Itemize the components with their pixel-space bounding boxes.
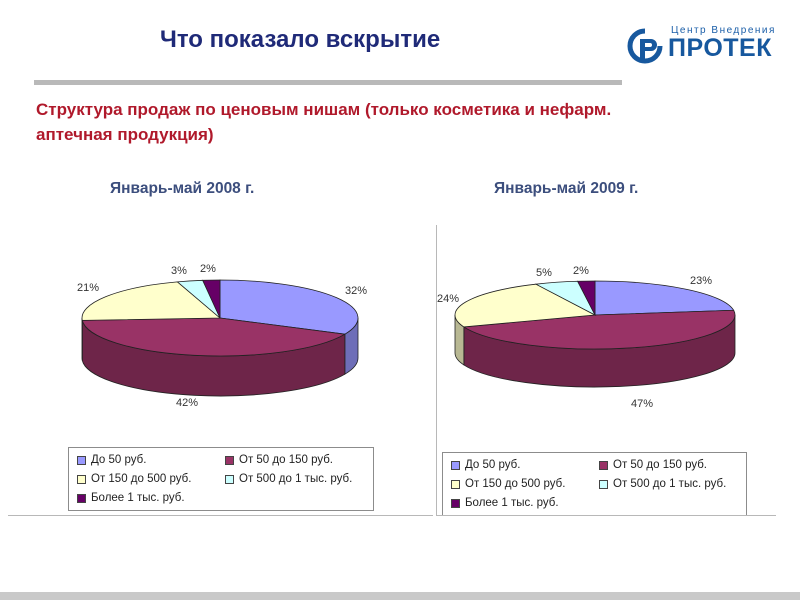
- pie-slice: [462, 309, 736, 350]
- legend-2008: До 50 руб. От 50 до 150 руб. От 150 до 500…: [68, 447, 374, 511]
- logo-brand: ПРОТЕК: [668, 34, 772, 62]
- pie-data-label: 47%: [631, 398, 653, 410]
- chart-title-2009: Январь-май 2009 г.: [494, 180, 639, 197]
- logo-tagline: Центр Внедрения: [671, 25, 776, 36]
- chart-title-2008: Январь-май 2008 г.: [110, 180, 255, 197]
- pie-slice: [594, 280, 735, 316]
- legend-item: От 50 до 150 руб.: [225, 454, 333, 466]
- legend-swatch: [77, 474, 86, 484]
- pie-slice: [81, 317, 347, 357]
- legend-swatch: [451, 479, 460, 489]
- legend-label: От 50 до 150 руб.: [239, 454, 334, 466]
- legend-label: От 500 до 1 тыс. руб.: [613, 478, 727, 490]
- pie-data-label: 42%: [176, 397, 198, 409]
- legend-swatch: [225, 455, 234, 465]
- legend-swatch: [599, 479, 608, 489]
- chart-frame-line: [436, 225, 437, 515]
- legend-swatch: [77, 455, 86, 465]
- pie-data-label: 32%: [345, 285, 367, 297]
- footer-bar: [0, 592, 800, 600]
- pie-chart-2008: 32% 42% 21% 3% 2%: [77, 263, 367, 409]
- legend-label: От 150 до 500 руб.: [91, 473, 192, 485]
- chart-frame-line: [436, 515, 776, 516]
- pie-data-label: 23%: [690, 275, 712, 287]
- pie-slice: [219, 279, 359, 335]
- pie-data-label: 21%: [77, 282, 99, 294]
- pie-slice: [454, 283, 597, 328]
- legend-2009: До 50 руб. От 50 до 150 руб. От 150 до 500…: [442, 452, 747, 516]
- legend-label: От 50 до 150 руб.: [613, 459, 708, 471]
- legend-label: От 150 до 500 руб.: [465, 478, 566, 490]
- legend-swatch: [599, 460, 608, 470]
- pie-data-label: 24%: [437, 293, 459, 305]
- header-divider: [34, 80, 622, 85]
- pie-slice: [81, 281, 222, 321]
- legend-swatch: [77, 493, 86, 503]
- legend-item: Более 1 тыс. руб.: [77, 492, 185, 504]
- legend-item: От 500 до 1 тыс. руб.: [225, 473, 352, 485]
- legend-item: От 150 до 500 руб.: [77, 473, 191, 485]
- legend-label: Более 1 тыс. руб.: [465, 497, 559, 509]
- legend-item: От 500 до 1 тыс. руб.: [599, 478, 726, 490]
- legend-label: До 50 руб.: [465, 459, 521, 471]
- protek-logo: Центр Внедрения ПРОТЕК: [626, 22, 776, 66]
- legend-swatch: [451, 498, 460, 508]
- pie-chart-2009: 23% 47% 24% 5% 2%: [437, 265, 736, 410]
- legend-item: До 50 руб.: [77, 454, 146, 466]
- page-title: Что показало вскрытие: [160, 26, 441, 53]
- pie-data-label: 2%: [200, 263, 216, 275]
- pie-slice: [576, 280, 596, 316]
- legend-swatch: [225, 474, 234, 484]
- legend-label: От 500 до 1 тыс. руб.: [239, 473, 353, 485]
- chart-frame-line: [8, 515, 433, 516]
- page-subtitle: Структура продаж по ценовым нишам (тольк…: [36, 100, 612, 144]
- legend-item: Более 1 тыс. руб.: [451, 497, 559, 509]
- pie-data-label: 2%: [573, 265, 589, 277]
- legend-swatch: [451, 460, 460, 470]
- legend-label: До 50 руб.: [91, 454, 147, 466]
- pie-data-label: 3%: [171, 265, 187, 277]
- legend-label: Более 1 тыс. руб.: [91, 492, 185, 504]
- legend-item: От 150 до 500 руб.: [451, 478, 565, 490]
- logo-mark-icon: [627, 28, 663, 64]
- pie-slice: [202, 279, 221, 319]
- legend-item: От 50 до 150 руб.: [599, 459, 707, 471]
- legend-item: До 50 руб.: [451, 459, 520, 471]
- pie-data-label: 5%: [536, 267, 552, 279]
